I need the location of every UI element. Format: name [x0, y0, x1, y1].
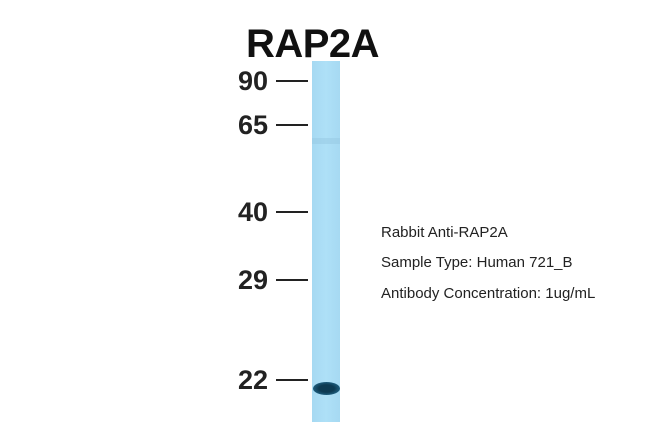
- antibody-label: Rabbit Anti-RAP2A: [381, 224, 508, 241]
- marker-tick: [276, 279, 308, 281]
- marker-tick: [276, 379, 308, 381]
- marker-22: 22: [238, 365, 310, 395]
- marker-40: 40: [238, 197, 310, 227]
- marker-65: 65: [238, 110, 310, 140]
- blot-title: RAP2A: [245, 22, 380, 66]
- blot-lane: [312, 61, 340, 422]
- concentration-label: Antibody Concentration: 1ug/mL: [381, 285, 596, 302]
- sample-type-label: Sample Type: Human 721_B: [381, 254, 573, 271]
- faint-band: [312, 138, 340, 144]
- marker-tick: [276, 124, 308, 126]
- protein-band: [313, 382, 340, 395]
- marker-tick: [276, 80, 308, 82]
- marker-29: 29: [238, 265, 310, 295]
- marker-tick: [276, 211, 308, 213]
- marker-90: 90: [238, 66, 310, 96]
